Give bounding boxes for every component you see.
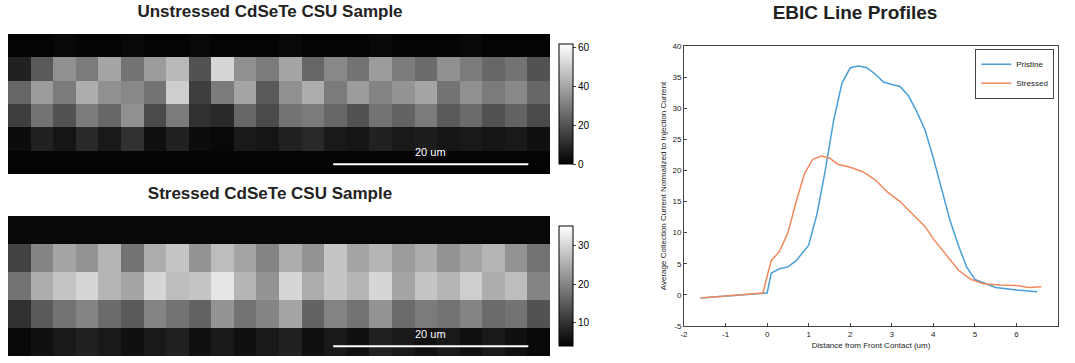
svg-text:Stressed CdSeTe CSU Sample: Stressed CdSeTe CSU Sample <box>148 184 392 203</box>
svg-text:Unstressed CdSeTe CSU Sample: Unstressed CdSeTe CSU Sample <box>137 2 402 21</box>
svg-text:35: 35 <box>672 73 681 82</box>
svg-text:0: 0 <box>677 291 682 300</box>
svg-text:60: 60 <box>578 42 590 53</box>
svg-text:3: 3 <box>890 330 895 339</box>
svg-text:30: 30 <box>578 240 590 251</box>
svg-text:0: 0 <box>765 330 770 339</box>
svg-text:-2: -2 <box>680 330 688 339</box>
svg-text:1: 1 <box>806 330 811 339</box>
svg-text:30: 30 <box>672 104 681 113</box>
svg-text:5: 5 <box>677 260 682 269</box>
svg-text:0: 0 <box>578 159 584 170</box>
svg-text:10: 10 <box>578 317 590 328</box>
svg-text:20: 20 <box>578 120 590 131</box>
svg-text:Stressed: Stressed <box>1016 79 1048 88</box>
svg-text:-1: -1 <box>722 330 730 339</box>
svg-text:20 um: 20 um <box>415 146 446 158</box>
svg-text:Distance from Front Contact (u: Distance from Front Contact (um) <box>812 341 931 350</box>
svg-text:20: 20 <box>578 279 590 290</box>
svg-text:40: 40 <box>578 81 590 92</box>
svg-text:10: 10 <box>672 228 681 237</box>
svg-text:40: 40 <box>672 42 681 51</box>
svg-text:25: 25 <box>672 135 681 144</box>
svg-text:EBIC Line Profiles: EBIC Line Profiles <box>773 2 938 23</box>
svg-text:20 um: 20 um <box>415 328 446 340</box>
svg-text:-5: -5 <box>674 322 682 331</box>
svg-text:Pristine: Pristine <box>1016 60 1043 69</box>
svg-text:5: 5 <box>973 330 978 339</box>
svg-text:Average Collection Current Nor: Average Collection Current Normalized to… <box>659 81 668 290</box>
svg-text:6: 6 <box>1014 330 1019 339</box>
svg-text:4: 4 <box>931 330 936 339</box>
svg-text:15: 15 <box>672 197 681 206</box>
svg-text:2: 2 <box>848 330 853 339</box>
svg-text:20: 20 <box>672 166 681 175</box>
